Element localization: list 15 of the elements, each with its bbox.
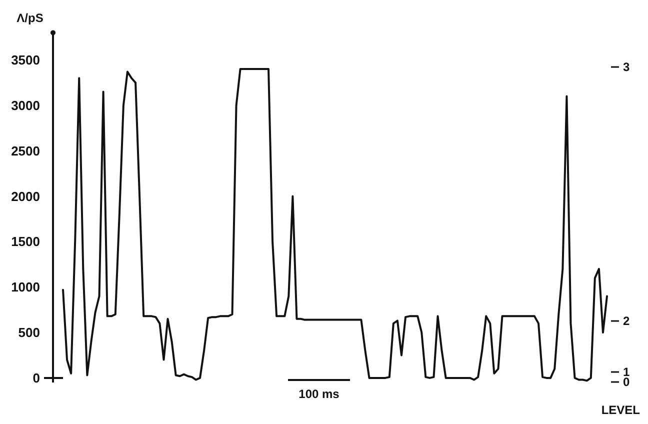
y-tick-label: 3500 [11, 52, 40, 68]
line-series [62, 68, 608, 382]
y-tick-label: 1500 [11, 234, 40, 250]
y-tick-label: 3000 [11, 98, 40, 113]
y-tick-label: 500 [18, 325, 40, 340]
y-tick-label: 2000 [11, 188, 40, 204]
y-tick-label: 1000 [11, 280, 40, 295]
text: 2 [623, 314, 630, 328]
y-axis-title: Λ/pS [16, 11, 44, 25]
y2-axis-title: LEVEL [601, 403, 640, 417]
y-tick-label: 2500 [11, 143, 40, 158]
text: 100 ms [298, 387, 340, 402]
text: 3 [623, 60, 630, 74]
text: 0 [623, 375, 630, 390]
y-tick-label: 0 [32, 370, 40, 386]
